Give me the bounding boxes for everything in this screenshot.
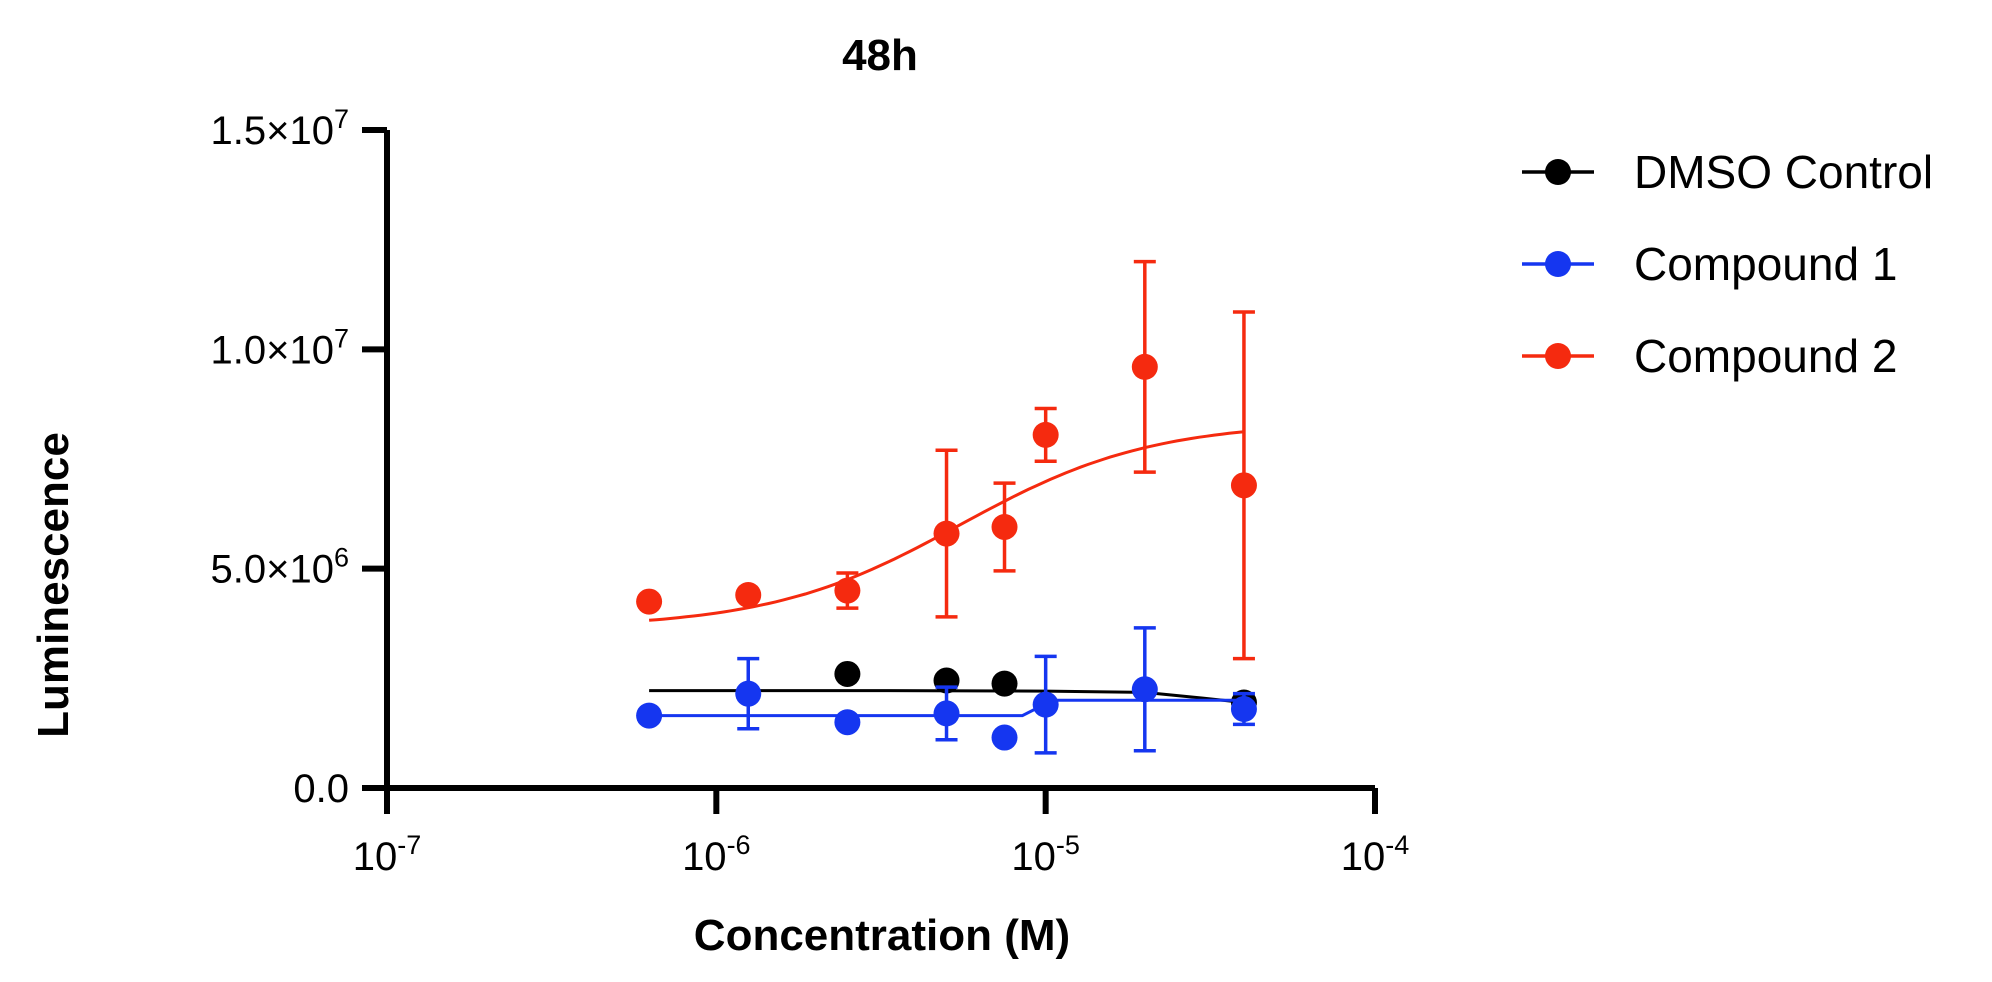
y-tick-label: 5.0×106	[211, 543, 350, 592]
data-point	[636, 702, 663, 729]
data-point	[735, 581, 762, 608]
y-tick-label-exp: 7	[334, 104, 349, 134]
data-point	[991, 670, 1018, 697]
plot-area	[636, 259, 1257, 755]
x-tick-label: 10-5	[1011, 830, 1080, 879]
series	[636, 626, 1257, 755]
y-tick-label-exp: 6	[334, 543, 349, 573]
y-tick-label: 1.5×107	[211, 104, 350, 153]
data-point	[933, 520, 960, 547]
data-point	[1131, 353, 1158, 380]
y-axis-title: Luminescence	[29, 432, 78, 738]
y-tick-label: 0.0	[293, 767, 349, 811]
legend-marker	[1545, 343, 1571, 369]
y-tick-label-base: 0.0	[293, 767, 349, 811]
legend-label: Compound 2	[1634, 330, 1897, 382]
data-point	[1131, 676, 1158, 703]
data-point	[636, 588, 663, 615]
data-point	[834, 709, 861, 736]
x-tick-label-exp: -4	[1385, 830, 1409, 860]
legend-label: DMSO Control	[1634, 146, 1933, 198]
y-tick-label: 1.0×107	[211, 323, 350, 372]
x-tick-label-exp: -5	[1056, 830, 1080, 860]
data-point	[1032, 421, 1059, 448]
legend-marker	[1545, 251, 1571, 277]
x-tick-label: 10-4	[1341, 830, 1410, 879]
x-tick-label-base: 10	[353, 835, 398, 879]
legend: DMSO Control Compound 1 Compound 2	[1522, 146, 1933, 382]
x-tick-label-exp: -7	[397, 830, 421, 860]
legend-marker	[1545, 159, 1571, 185]
data-point	[1230, 472, 1257, 499]
y-tick-label-base: 5.0×10	[211, 548, 334, 592]
data-point	[834, 660, 861, 687]
x-tick-label: 10-7	[353, 830, 422, 879]
x-axis-title: Concentration (M)	[694, 911, 1070, 960]
x-tick-label-base: 10	[1341, 835, 1386, 879]
axes	[384, 130, 1375, 791]
data-point	[735, 680, 762, 707]
data-point	[834, 577, 861, 604]
data-point	[991, 513, 1018, 540]
data-point	[991, 724, 1018, 751]
x-tick-label-exp: -6	[727, 830, 751, 860]
y-tick-label-exp: 7	[334, 323, 349, 353]
data-point	[933, 700, 960, 727]
x-tick-label-base: 10	[1011, 835, 1056, 879]
data-point	[1230, 696, 1257, 723]
y-tick-label-base: 1.5×10	[211, 109, 334, 153]
x-tick-label-base: 10	[682, 835, 727, 879]
y-tick-label-base: 1.0×10	[211, 328, 334, 372]
x-tick-label: 10-6	[682, 830, 751, 879]
series	[636, 259, 1257, 661]
data-point	[1032, 691, 1059, 718]
y-axis-title-group: Luminescence	[29, 432, 78, 738]
chart-title: 48h	[842, 31, 918, 80]
legend-label: Compound 1	[1634, 238, 1897, 290]
